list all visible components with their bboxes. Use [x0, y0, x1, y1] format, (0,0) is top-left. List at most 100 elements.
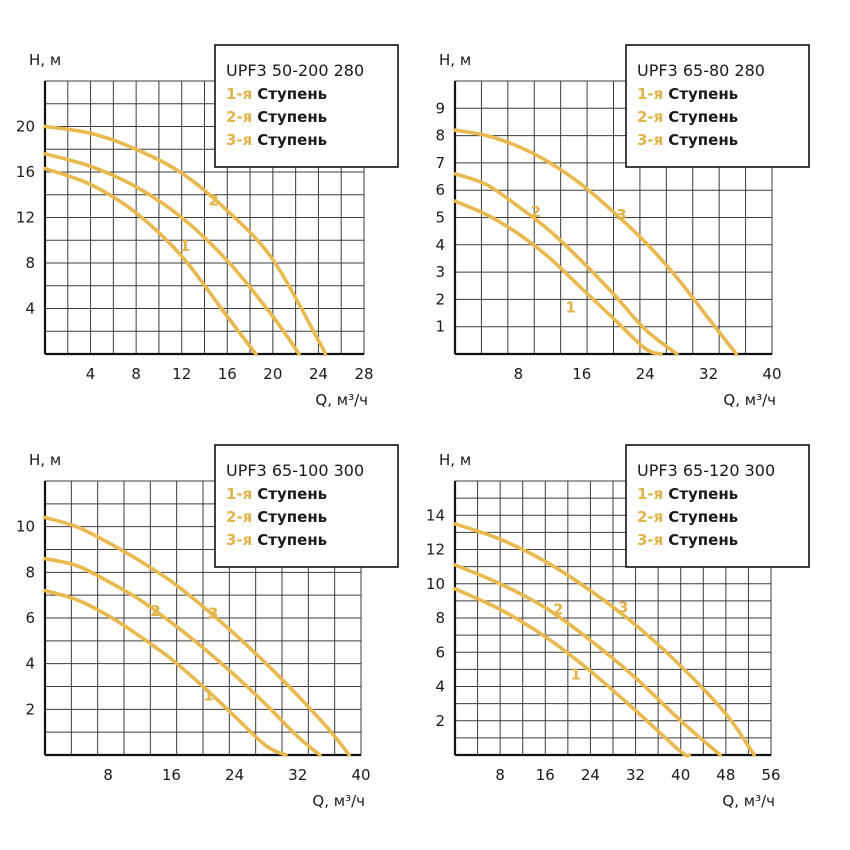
- x-tick-label: 8: [103, 766, 113, 784]
- legend-box: [625, 444, 810, 568]
- y-tick-label: 5: [435, 209, 445, 227]
- legend-box: [214, 444, 399, 568]
- y-tick-label: 6: [435, 181, 445, 199]
- y-tick-label: 8: [435, 609, 445, 627]
- chart-title: UPF3 65-120 300: [637, 461, 775, 480]
- legend-entry-1: 1-я Ступень: [637, 85, 738, 103]
- legend-entry-text: Ступень: [257, 85, 327, 103]
- y-tick-label: 2: [435, 290, 445, 308]
- x-tick-label: 56: [761, 766, 780, 784]
- y-tick-label: 4: [435, 678, 445, 696]
- x-tick-label: 16: [218, 365, 237, 383]
- legend-entry-2: 2-я Ступень: [226, 508, 327, 526]
- legend-entry-text: Ступень: [668, 485, 738, 503]
- curve-label-2: 2: [531, 203, 541, 221]
- legend-entry-2: 2-я Ступень: [226, 108, 327, 126]
- legend-entry-number: 1-я: [226, 485, 252, 503]
- x-tick-label: 32: [288, 766, 307, 784]
- x-tick-label: 24: [225, 766, 244, 784]
- curve-stage-3: [453, 128, 739, 356]
- curve-stage-1: [43, 166, 258, 356]
- x-tick-label: 40: [351, 766, 370, 784]
- y-tick-label: 20: [16, 118, 35, 136]
- y-tick-label: 12: [426, 541, 445, 559]
- legend-entry-number: 2-я: [637, 508, 663, 526]
- curve-stage-2: [453, 172, 679, 356]
- curve-label-2: 2: [150, 602, 160, 620]
- legend: UPF3 50-200 280 1-я Ступень 2-я Ступень 3-я Ст…: [214, 44, 399, 168]
- y-tick-label: 6: [25, 609, 35, 627]
- x-tick-label: 32: [626, 766, 645, 784]
- y-tick-label: 4: [435, 236, 445, 254]
- legend-entry-3: 3-я Ступень: [637, 131, 738, 149]
- legend-entry-3: 3-я Ступень: [226, 531, 327, 549]
- x-tick-label: 28: [354, 365, 373, 383]
- legend-entry-3: 3-я Ступень: [637, 531, 738, 549]
- y-tick-label: 9: [435, 99, 445, 117]
- legend-entry-text: Ступень: [668, 531, 738, 549]
- legend-entry-number: 3-я: [637, 131, 663, 149]
- legend-entry-text: Ступень: [257, 531, 327, 549]
- x-tick-label: 20: [263, 365, 282, 383]
- x-axis-label: Q, м³/ч: [315, 391, 368, 409]
- y-tick-label: 2: [25, 700, 35, 718]
- legend: UPF3 65-120 300 1-я Ступень 2-я Ступень 3-я Ст…: [625, 444, 810, 568]
- curve-label-1: 1: [571, 666, 581, 684]
- y-tick-label: 12: [16, 209, 35, 227]
- legend-entry-2: 2-я Ступень: [637, 508, 738, 526]
- y-tick-label: 4: [25, 300, 35, 318]
- x-tick-label: 16: [572, 365, 591, 383]
- curve-label-2: 2: [553, 600, 563, 618]
- y-axis-label: H, м: [439, 451, 471, 469]
- x-tick-label: 48: [716, 766, 735, 784]
- legend-entry-number: 2-я: [226, 508, 252, 526]
- legend-entry-number: 3-я: [226, 531, 252, 549]
- curve-stage-1: [43, 588, 288, 757]
- curve-label-1: 1: [180, 237, 190, 255]
- y-axis-label: H, м: [439, 51, 471, 69]
- x-tick-label: 12: [172, 365, 191, 383]
- x-tick-label: 16: [162, 766, 181, 784]
- curve-stage-1: [453, 587, 691, 758]
- y-tick-label: 4: [25, 655, 35, 673]
- x-tick-label: 4: [86, 365, 96, 383]
- y-tick-label: 7: [435, 154, 445, 172]
- curve-label-1: 1: [203, 687, 213, 705]
- legend-entry-1: 1-я Ступень: [637, 485, 738, 503]
- x-tick-label: 24: [581, 766, 600, 784]
- y-tick-label: 14: [426, 506, 445, 524]
- legend-entry-number: 2-я: [637, 108, 663, 126]
- legend-entry-text: Ступень: [257, 108, 327, 126]
- legend: UPF3 65-80 280 1-я Ступень 2-я Ступень 3-я Сту…: [625, 44, 810, 168]
- y-tick-label: 10: [426, 575, 445, 593]
- x-tick-label: 40: [762, 365, 781, 383]
- curve-stage-3: [453, 522, 756, 757]
- legend-entry-number: 3-я: [226, 131, 252, 149]
- curve-stage-1: [453, 199, 663, 356]
- legend-entry-text: Ступень: [668, 85, 738, 103]
- legend-entry-text: Ступень: [668, 131, 738, 149]
- y-axis-label: H, м: [29, 451, 61, 469]
- x-tick-label: 8: [495, 766, 505, 784]
- legend-box: [625, 44, 810, 168]
- chart-upf3-65-80: 8 16 24 32 40 1 2 3 4 5 6 7 8 9 H, м Q, м³/ч 1 2 3 UPF3 65-…: [435, 44, 810, 409]
- x-axis-label: Q, м³/ч: [723, 391, 776, 409]
- y-tick-label: 1: [435, 318, 445, 336]
- legend-entry-number: 2-я: [226, 108, 252, 126]
- x-tick-label: 32: [699, 365, 718, 383]
- legend-entry-text: Ступень: [257, 131, 327, 149]
- chart-title: UPF3 65-100 300: [226, 461, 364, 480]
- x-axis-label: Q, м³/ч: [722, 792, 775, 810]
- chart-title: UPF3 50-200 280: [226, 61, 364, 80]
- y-tick-label: 6: [435, 643, 445, 661]
- curve-label-1: 1: [565, 299, 575, 317]
- grid: [454, 80, 773, 355]
- legend-entry-number: 1-я: [637, 85, 663, 103]
- legend: UPF3 65-100 300 1-я Ступень 2-я Ступень 3-я Ст…: [214, 444, 399, 568]
- legend-entry-number: 3-я: [637, 531, 663, 549]
- curve-stage-2: [43, 152, 301, 356]
